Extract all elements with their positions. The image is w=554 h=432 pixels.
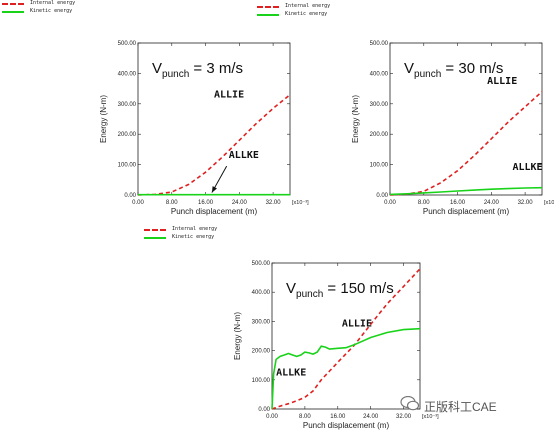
y-tick-label: 400.00 (370, 71, 389, 77)
annotation-label: ALLIE (342, 319, 372, 330)
legend-item-kinetic: Kinetic energy (142, 234, 222, 242)
x-tick-label: 8.00 (299, 414, 311, 420)
legend-label: Kinetic energy (285, 11, 328, 17)
chart-2: 0.00 100.00 200.00 300.00 400.00 500.00 0.00 8.… (351, 41, 554, 216)
x-tick-label: 24.00 (484, 200, 500, 206)
y-tick-label: 400.00 (118, 71, 137, 77)
internal-energy-line (137, 94, 291, 196)
x-tick-label: 32.00 (396, 414, 412, 420)
x-tick-label: 24.00 (363, 414, 379, 420)
solid-line-swatch-icon (2, 11, 24, 13)
annotation-label: ALLIE (214, 90, 244, 101)
legend-label: Internal energy (30, 0, 76, 6)
x-axis-label: Punch displacement (m) (171, 207, 258, 216)
y-tick-label: 100.00 (118, 163, 137, 169)
y-axis-label: Energy (N-m) (99, 95, 108, 143)
y-tick-label: 300.00 (118, 102, 137, 108)
x-multiplier-label: [x10⁻³] (292, 200, 309, 206)
y-tick-label: 200.00 (252, 349, 271, 355)
x-multiplier-label: [x10⁻³] (544, 200, 554, 206)
plot-frame (271, 262, 421, 410)
legend-item-internal: Internal energy (142, 226, 222, 234)
annotation-label: ALLKE (276, 367, 306, 378)
dashed-line-swatch-icon (144, 229, 166, 231)
y-tick-label: 500.00 (370, 41, 389, 47)
y-tick-label: 200.00 (370, 132, 389, 138)
watermark-text: 正版科工CAE (424, 400, 497, 414)
internal-energy-line (389, 91, 543, 196)
x-tick-label: 32.00 (266, 200, 282, 206)
velocity-title: Vpunch = 30 m/s (404, 60, 503, 80)
annotation-label: ALLKE (512, 162, 542, 173)
chart-3: 0.00 100.00 200.00 300.00 400.00 500.00 0.00 8.… (233, 261, 439, 430)
arrowhead-icon (211, 186, 217, 193)
legend-item-internal: Internal energy (0, 0, 80, 8)
x-tick-label: 0.00 (384, 200, 396, 206)
x-tick-label: 16.00 (450, 200, 466, 206)
dashed-line-swatch-icon (2, 3, 24, 5)
legend-label: Kinetic energy (172, 234, 215, 240)
y-axis-label: Energy (N-m) (351, 95, 360, 143)
solid-line-swatch-icon (144, 237, 166, 239)
dashed-line-swatch-icon (257, 6, 279, 8)
x-tick-label: 16.00 (330, 414, 346, 420)
y-tick-label: 500.00 (252, 261, 271, 267)
y-tick-label: 500.00 (118, 41, 137, 47)
legend-item-internal: Internal energy (255, 3, 335, 11)
y-tick-label: 300.00 (370, 102, 389, 108)
solid-line-swatch-icon (257, 14, 279, 16)
legend-top-middle: Internal energy Kinetic energy (255, 3, 335, 19)
legend-label: Internal energy (285, 3, 331, 9)
legend-label: Internal energy (172, 226, 218, 232)
plot-frame (137, 42, 291, 196)
kinetic-energy-line (271, 327, 421, 410)
y-tick-label: 0.00 (376, 193, 388, 199)
chart-1: 0.00 100.00 200.00 300.00 400.00 500.00 0.00 8.… (99, 41, 309, 216)
x-tick-label: 16.00 (198, 200, 214, 206)
internal-energy-line (271, 268, 421, 410)
x-tick-label: 8.00 (166, 200, 178, 206)
y-axis-label: Energy (N-m) (233, 312, 242, 360)
legend-middle-left: Internal energy Kinetic energy (142, 226, 222, 242)
y-tick-label: 0.00 (258, 407, 270, 413)
legend-top-left: Internal energy Kinetic energy (0, 0, 80, 16)
annotation-label: ALLKE (229, 150, 259, 161)
annotation-label: ALLIE (487, 76, 517, 87)
x-axis-label: Punch displacement (m) (303, 421, 390, 430)
kinetic-energy-line (389, 186, 543, 196)
x-tick-label: 0.00 (132, 200, 144, 206)
x-tick-label: 32.00 (518, 200, 534, 206)
y-tick-label: 400.00 (252, 290, 271, 296)
legend-item-kinetic: Kinetic energy (255, 11, 335, 19)
y-tick-label: 100.00 (370, 163, 389, 169)
legend-label: Kinetic energy (30, 8, 73, 14)
legend-item-kinetic: Kinetic energy (0, 8, 80, 16)
x-tick-label: 0.00 (266, 414, 278, 420)
y-tick-label: 0.00 (124, 193, 136, 199)
x-axis-label: Punch displacement (m) (423, 207, 510, 216)
velocity-title: Vpunch = 3 m/s (152, 60, 243, 80)
wechat-logo-icon (400, 396, 420, 411)
velocity-title: Vpunch = 150 m/s (286, 280, 394, 300)
x-tick-label: 8.00 (418, 200, 430, 206)
y-tick-label: 200.00 (118, 132, 137, 138)
x-multiplier-label: [x10⁻³] (422, 414, 439, 420)
plot-frame (389, 42, 543, 196)
x-tick-label: 24.00 (232, 200, 248, 206)
y-tick-label: 300.00 (252, 319, 271, 325)
y-tick-label: 100.00 (252, 378, 271, 384)
